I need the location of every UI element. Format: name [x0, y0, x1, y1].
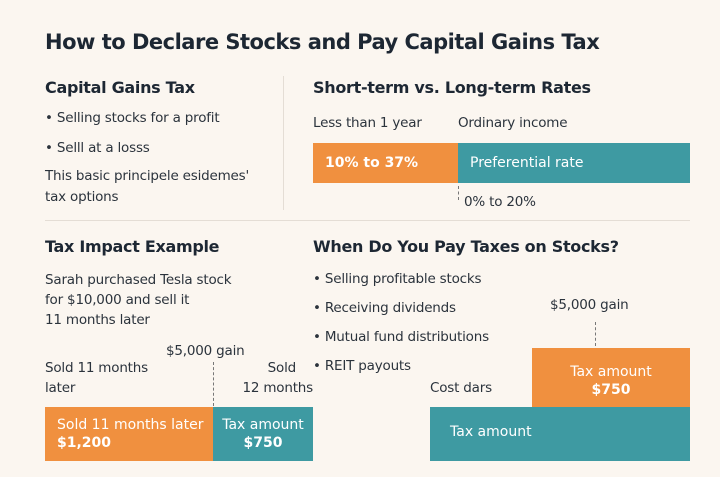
box-line: Sold 11 months later [57, 417, 204, 433]
bullet: • Selll at a losss [45, 140, 150, 156]
short-term-tax-box: Sold 11 months later $1,200 [45, 407, 213, 461]
dashed-connector [213, 362, 214, 406]
dashed-connector [458, 186, 459, 200]
long-term-label: Ordinary income [458, 115, 568, 131]
dashed-connector [595, 322, 596, 346]
capital-gains-heading: Capital Gains Tax [45, 78, 195, 97]
bullet: • REIT payouts [313, 358, 411, 374]
gain-label: $5,000 gain [166, 343, 245, 359]
note-line: tax options [45, 189, 119, 205]
long-term-rate-bar: Preferential rate [458, 143, 690, 183]
desc-line: for $10,000 and sell it [45, 292, 190, 308]
tax-amount-box: Tax amount $750 [532, 348, 690, 407]
page-title: How to Declare Stocks and Pay Capital Ga… [45, 30, 600, 54]
gain-label: $5,000 gain [550, 297, 629, 313]
long-term-range: 0% to 20% [464, 194, 536, 210]
right-label: 12 months [242, 380, 313, 396]
vertical-divider [283, 76, 284, 210]
bullet: • Receiving dividends [313, 300, 456, 316]
long-term-tax-box: Tax amount $750 [213, 407, 313, 461]
desc-line: Sarah purchased Tesla stock [45, 272, 232, 288]
left-label: later [45, 380, 76, 396]
right-label: Sold [267, 360, 297, 376]
tax-amount-base-box: Tax amount [430, 407, 690, 461]
cost-label: Cost dars [430, 380, 492, 396]
rates-heading: Short-term vs. Long-term Rates [313, 78, 591, 97]
impact-heading: Tax Impact Example [45, 237, 220, 256]
short-term-rate-bar: 10% to 37% [313, 143, 458, 183]
box-line: Tax amount [570, 364, 652, 380]
desc-line: 11 months later [45, 312, 150, 328]
box-value: $750 [591, 382, 631, 398]
box-value: $1,200 [57, 435, 112, 451]
box-value: $750 [243, 435, 283, 451]
bullet: • Selling stocks for a profit [45, 110, 220, 126]
horizontal-divider [45, 220, 690, 221]
box-line: Tax amount [222, 417, 304, 433]
note-line: This basic principele esidemes' [45, 168, 250, 184]
when-heading: When Do You Pay Taxes on Stocks? [313, 237, 619, 256]
bullet: • Selling profitable stocks [313, 271, 482, 287]
bullet: • Mutual fund distributions [313, 329, 489, 345]
left-label: Sold 11 months [45, 360, 148, 376]
short-term-label: Less than 1 year [313, 115, 422, 131]
